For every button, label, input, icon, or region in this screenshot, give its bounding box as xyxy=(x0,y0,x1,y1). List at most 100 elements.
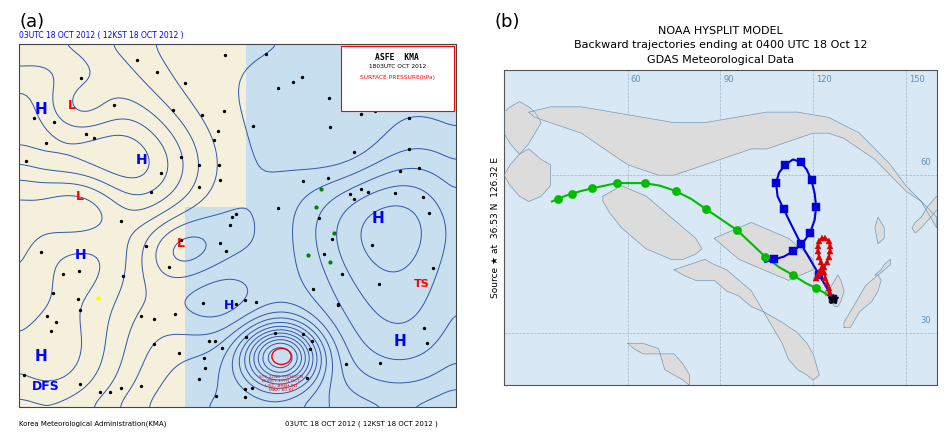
Point xyxy=(270,84,285,91)
Point xyxy=(55,271,70,278)
Polygon shape xyxy=(825,275,844,307)
Polygon shape xyxy=(844,275,882,328)
Point xyxy=(393,167,408,174)
Point xyxy=(401,115,417,122)
Point xyxy=(400,92,416,99)
Text: L: L xyxy=(177,237,184,250)
Point xyxy=(222,222,237,229)
Polygon shape xyxy=(603,186,702,259)
Point xyxy=(72,381,87,388)
Polygon shape xyxy=(529,107,937,228)
Point xyxy=(321,94,337,101)
Point xyxy=(16,372,31,379)
Polygon shape xyxy=(674,259,820,380)
Point xyxy=(311,215,326,222)
Point xyxy=(214,344,229,351)
Point xyxy=(305,286,320,293)
Point xyxy=(216,108,231,115)
Text: L: L xyxy=(68,99,75,112)
Point xyxy=(411,165,426,172)
Point xyxy=(228,301,243,308)
Point xyxy=(347,196,362,203)
Text: H: H xyxy=(34,102,48,117)
Polygon shape xyxy=(504,149,551,201)
Point xyxy=(271,205,286,212)
Point xyxy=(322,258,338,265)
Point xyxy=(322,124,338,131)
Point xyxy=(138,243,153,250)
Point xyxy=(195,300,210,307)
Text: (b): (b) xyxy=(495,13,520,31)
Point xyxy=(228,211,243,218)
Text: SURFACE PRESSURE(hPa): SURFACE PRESSURE(hPa) xyxy=(359,75,435,80)
Point xyxy=(71,268,87,275)
Point xyxy=(238,386,253,393)
Text: Korea Meteorological Administration(KMA): Korea Meteorological Administration(KMA) xyxy=(19,420,166,427)
Point xyxy=(49,318,64,325)
Point xyxy=(431,98,446,105)
Point xyxy=(133,383,148,390)
Point xyxy=(339,360,354,367)
Text: 03UTC 18 OCT 2012 ( 12KST 18 OCT 2012 ): 03UTC 18 OCT 2012 ( 12KST 18 OCT 2012 ) xyxy=(19,31,184,40)
Polygon shape xyxy=(912,191,946,233)
Point xyxy=(245,123,261,130)
Point xyxy=(356,57,371,64)
Point xyxy=(317,251,332,258)
Point xyxy=(373,359,388,366)
Point xyxy=(304,338,320,345)
Bar xyxy=(185,208,264,407)
Point xyxy=(212,239,227,246)
Point xyxy=(116,273,131,280)
Point xyxy=(357,91,372,98)
Point xyxy=(417,325,432,332)
Text: L: L xyxy=(76,190,85,203)
Point xyxy=(364,241,379,248)
Point xyxy=(178,79,193,86)
Text: 30: 30 xyxy=(920,316,931,325)
Point xyxy=(301,251,316,258)
Text: 150: 150 xyxy=(909,75,924,85)
Point xyxy=(330,302,345,309)
Polygon shape xyxy=(875,217,884,244)
Polygon shape xyxy=(504,102,541,154)
Point xyxy=(70,296,86,303)
Text: 90: 90 xyxy=(724,75,734,85)
Point xyxy=(302,345,318,352)
Text: ASFE  KMA: ASFE KMA xyxy=(376,53,419,62)
Point xyxy=(425,265,440,272)
Point xyxy=(342,191,358,198)
Text: H: H xyxy=(371,211,384,226)
Point xyxy=(167,311,183,318)
Point xyxy=(360,188,376,195)
Point xyxy=(320,174,336,181)
Text: (a): (a) xyxy=(19,13,44,31)
Point xyxy=(107,102,122,109)
Point xyxy=(39,312,54,319)
Point xyxy=(47,118,62,125)
Point xyxy=(174,153,189,160)
Polygon shape xyxy=(714,223,813,280)
Point xyxy=(334,270,349,277)
Point xyxy=(86,134,101,141)
FancyBboxPatch shape xyxy=(340,46,455,111)
Point xyxy=(202,337,217,344)
Point xyxy=(371,281,386,288)
Point xyxy=(197,364,212,371)
Polygon shape xyxy=(628,343,689,385)
Point xyxy=(210,127,225,134)
Point xyxy=(416,194,431,201)
Point xyxy=(238,296,253,303)
Point xyxy=(218,52,233,59)
Point xyxy=(309,204,324,211)
Point xyxy=(354,111,369,118)
Text: 60: 60 xyxy=(631,75,641,85)
Point xyxy=(173,237,188,244)
Point xyxy=(146,341,162,348)
Point xyxy=(165,107,181,114)
Point xyxy=(344,66,359,73)
Point xyxy=(208,393,223,400)
Text: 03UTC 18 OCT 2012 ( 12KST 18 OCT 2012 ): 03UTC 18 OCT 2012 ( 12KST 18 OCT 2012 ) xyxy=(284,420,437,427)
Text: H: H xyxy=(74,247,87,261)
Point xyxy=(113,217,128,224)
Text: H: H xyxy=(393,334,406,350)
